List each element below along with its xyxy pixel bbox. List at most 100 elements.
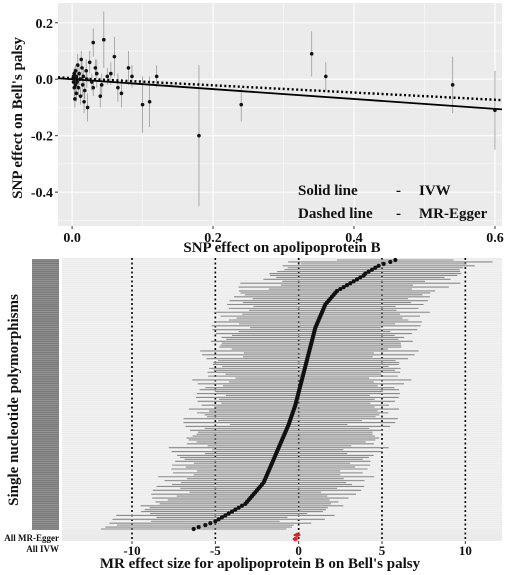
snp-row-label <box>32 427 59 430</box>
scatter-plot-background <box>58 3 502 226</box>
snp-row-label <box>32 431 59 434</box>
data-point <box>80 66 84 70</box>
data-point <box>77 71 81 76</box>
snp-point <box>243 501 248 506</box>
snp-point <box>226 511 231 516</box>
snp-row-label <box>32 460 59 463</box>
data-point <box>147 99 152 104</box>
data-point <box>75 80 79 84</box>
snp-point <box>341 284 346 290</box>
scatter-x-ticks: 0.0 0.2 0.4 0.6 <box>63 226 504 246</box>
snp-row-label <box>32 369 59 372</box>
forest-x-axis-title: MR effect size for apolipoprotein B on B… <box>100 556 421 572</box>
data-point <box>85 105 90 110</box>
snp-row-label <box>32 367 59 370</box>
snp-row-label <box>32 497 59 499</box>
snp-row-label <box>32 442 59 445</box>
snp-row-label <box>32 458 59 461</box>
x-tick-label: 10 <box>459 543 472 558</box>
snp-row-label <box>32 499 59 501</box>
data-point <box>91 40 96 45</box>
snp-row-label <box>32 441 59 443</box>
data-point <box>76 85 81 90</box>
snp-row-label <box>32 522 59 525</box>
snp-row-label <box>32 390 59 393</box>
snp-row-label <box>32 435 59 438</box>
snp-row-label <box>32 454 59 457</box>
snp-row-label <box>32 359 59 362</box>
snp-row-label <box>32 355 59 358</box>
snp-row-label <box>32 338 59 341</box>
snp-point <box>354 277 360 282</box>
data-point <box>74 91 79 96</box>
snp-row-label <box>32 528 59 530</box>
snp-row-label <box>32 404 59 407</box>
snp-row-label <box>32 452 59 455</box>
snp-row-label <box>32 365 59 368</box>
snp-row-label <box>32 510 59 513</box>
snp-row-label <box>32 448 59 451</box>
data-point <box>197 133 201 138</box>
snp-row-label <box>32 348 59 350</box>
snp-row-label <box>32 502 59 505</box>
snp-row-label <box>32 382 59 385</box>
snp-row-label <box>32 268 59 271</box>
snp-row-label <box>32 423 59 426</box>
data-point <box>73 97 77 101</box>
snp-row-label <box>32 259 59 261</box>
snp-row-label <box>32 261 59 263</box>
snp-row-label <box>32 408 59 410</box>
x-tick-label: 0.6 <box>486 231 504 246</box>
snp-row-label <box>32 321 59 323</box>
snp-row-label <box>32 344 59 347</box>
snp-point <box>369 267 375 272</box>
snp-point <box>366 269 371 274</box>
y-tick-label: -0.2 <box>31 130 53 145</box>
scatter-panel: 0.2 0.0 -0.2 -0.4 0.0 0.2 0.4 0.6 Solid line -… <box>10 3 504 256</box>
snp-row-label <box>32 290 59 292</box>
data-point <box>82 88 87 93</box>
y-tick-label: 0.2 <box>36 17 54 32</box>
snp-point <box>393 257 398 263</box>
snp-row-label <box>32 394 59 397</box>
snp-row-label <box>32 489 59 492</box>
snp-point <box>344 283 350 288</box>
snp-row-label <box>32 291 59 294</box>
snp-point <box>236 505 241 510</box>
snp-row-label <box>32 353 59 356</box>
snp-row-label <box>32 272 59 275</box>
data-point <box>80 83 85 87</box>
legend-method-ivw: IVW <box>419 183 451 199</box>
snp-row-label <box>32 456 59 459</box>
data-point <box>93 66 98 70</box>
snp-row-label <box>32 396 59 399</box>
snp-row-label <box>32 375 59 378</box>
summary-point-ivw <box>293 536 298 542</box>
snp-row-label <box>32 350 59 352</box>
snp-row-label <box>32 402 59 405</box>
data-point <box>126 66 131 70</box>
snp-row-label <box>32 388 59 391</box>
snp-row-label <box>32 446 59 449</box>
snp-point <box>358 275 363 280</box>
snp-row-label <box>32 479 59 482</box>
data-point <box>79 57 84 62</box>
x-tick-label: -10 <box>123 543 140 558</box>
snp-point <box>219 515 225 520</box>
snp-row-label <box>32 444 59 447</box>
snp-row-label <box>32 332 59 335</box>
snp-row-label <box>32 493 59 496</box>
data-point <box>78 77 82 82</box>
snp-point <box>376 263 381 268</box>
snp-point <box>216 517 221 522</box>
data-point <box>309 52 314 56</box>
forest-y-axis-title: Single nucleotide polymorphisms <box>6 294 22 506</box>
data-point <box>140 102 145 107</box>
snp-row-label <box>32 381 59 383</box>
snp-row-label <box>32 351 59 354</box>
snp-row-label <box>32 410 59 412</box>
x-tick-label: 0.4 <box>345 231 363 246</box>
x-tick-label: 0 <box>295 543 302 558</box>
snp-row-label <box>32 508 59 511</box>
snp-row-label <box>32 363 59 366</box>
